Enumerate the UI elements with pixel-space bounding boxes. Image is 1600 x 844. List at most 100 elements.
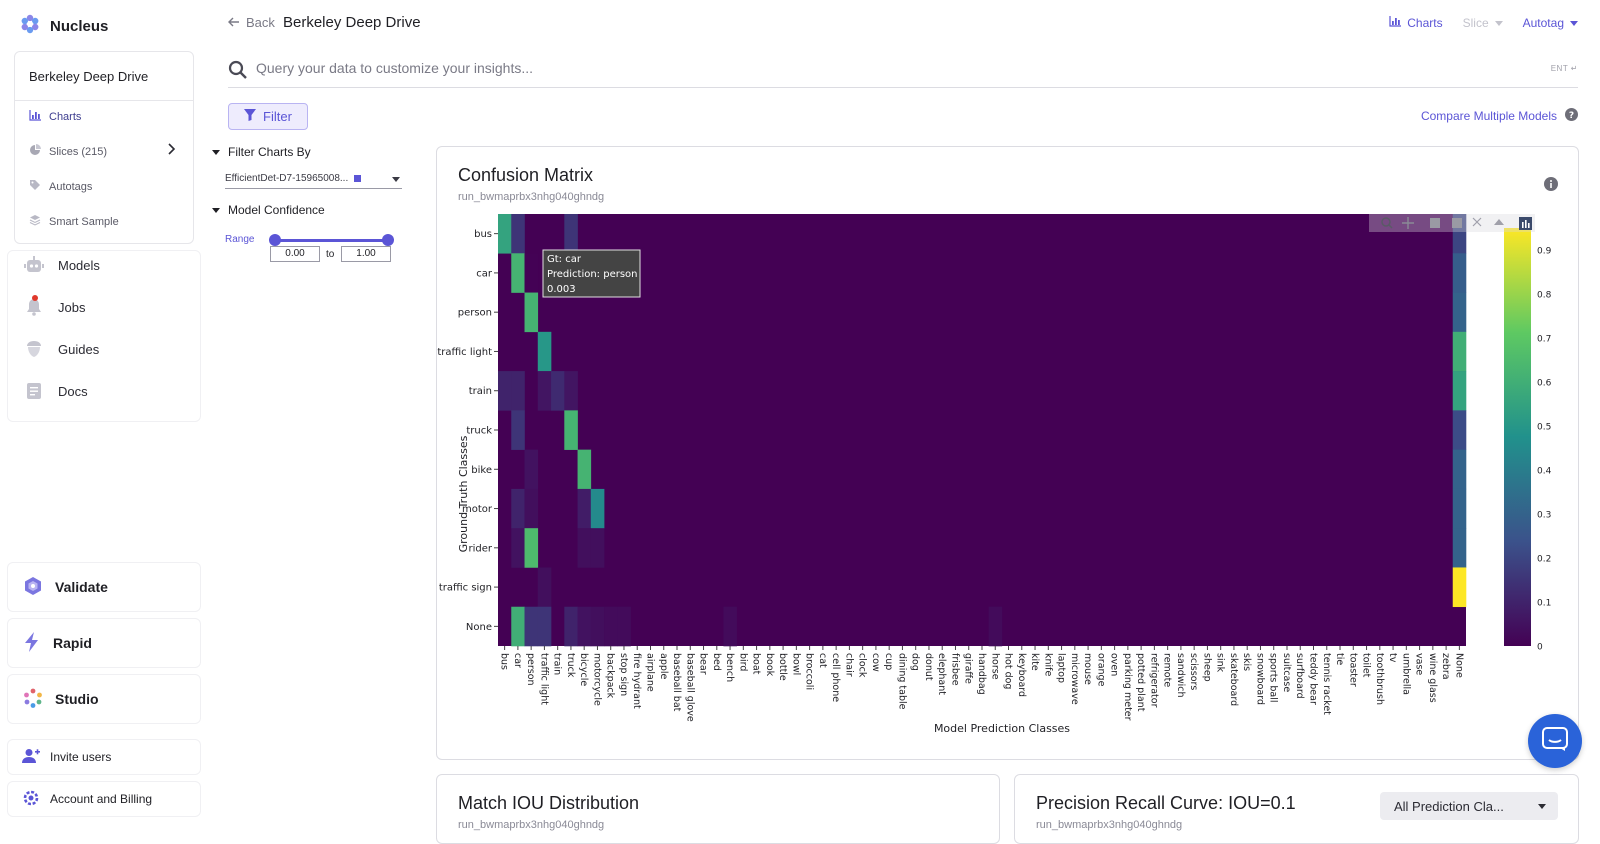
app-label: Studio bbox=[55, 691, 99, 707]
x-tick-label: chair bbox=[843, 653, 854, 677]
nav-item-guides[interactable]: Guides bbox=[24, 339, 99, 359]
heatmap-cell[interactable] bbox=[1452, 449, 1467, 490]
back-button[interactable]: Back bbox=[228, 15, 275, 30]
invite-users-button[interactable]: Invite users bbox=[7, 739, 201, 775]
reset-axes-icon[interactable] bbox=[1494, 219, 1504, 225]
chevron-down-icon bbox=[1570, 20, 1578, 26]
heatmap-cell[interactable] bbox=[498, 214, 512, 254]
chevron-right-icon[interactable] bbox=[166, 142, 176, 161]
autotag-dropdown[interactable]: Autotag bbox=[1523, 16, 1578, 30]
heatmap-cell[interactable] bbox=[524, 606, 539, 647]
heatmap-cell[interactable] bbox=[590, 528, 605, 568]
heatmap-cell[interactable] bbox=[551, 371, 565, 411]
filter-charts-section[interactable]: Filter Charts By bbox=[212, 145, 412, 159]
x-tick-label: refrigerator bbox=[1148, 653, 1159, 708]
heatmap-cell[interactable] bbox=[511, 371, 525, 411]
heatmap-cell[interactable] bbox=[577, 488, 592, 529]
precision-recall-card: Precision Recall Curve: IOU=0.1 run_bwma… bbox=[1014, 774, 1579, 844]
confidence-slider-track[interactable] bbox=[274, 239, 390, 242]
x-tick-label: sports ball bbox=[1268, 653, 1279, 703]
x-tick-label: cow bbox=[870, 653, 881, 672]
app-brand[interactable]: Nucleus bbox=[20, 14, 108, 38]
sidebar-item-label: Smart Sample bbox=[49, 215, 119, 228]
charts-tab[interactable]: Charts bbox=[1389, 16, 1443, 30]
autoscale-icon[interactable] bbox=[1472, 217, 1482, 227]
heatmap-cell[interactable] bbox=[511, 253, 525, 293]
heatmap-cell[interactable] bbox=[590, 488, 605, 529]
model-select[interactable]: EfficientDet-D7-15965008... bbox=[225, 169, 402, 189]
heatmap-cell[interactable] bbox=[723, 606, 737, 647]
account-billing-button[interactable]: Account and Billing bbox=[7, 781, 201, 817]
y-tick-label: bike bbox=[471, 465, 492, 476]
heatmap-cell[interactable] bbox=[988, 606, 1003, 647]
heatmap-cell[interactable] bbox=[498, 371, 512, 411]
app-studio[interactable]: Studio bbox=[7, 674, 201, 724]
heatmap-cell[interactable] bbox=[604, 606, 618, 647]
heatmap-cell[interactable] bbox=[511, 488, 525, 529]
heatmap-cell[interactable] bbox=[1452, 331, 1467, 372]
prediction-class-select[interactable]: All Prediction Cla... bbox=[1380, 792, 1558, 820]
heatmap-cell[interactable] bbox=[564, 214, 578, 254]
heatmap-cell[interactable] bbox=[1452, 410, 1467, 450]
heatmap-cell[interactable] bbox=[511, 214, 525, 254]
slider-handle-min[interactable] bbox=[269, 234, 281, 246]
heatmap-cell[interactable] bbox=[511, 606, 525, 647]
breadcrumb: Berkeley Deep Drive bbox=[283, 14, 421, 31]
info-icon[interactable] bbox=[1544, 177, 1558, 196]
sidebar-item-slices[interactable]: Slices (215) bbox=[29, 144, 107, 159]
app-validate[interactable]: Validate bbox=[7, 562, 201, 612]
heatmap-cell[interactable] bbox=[1452, 371, 1467, 411]
nav-item-models[interactable]: Models bbox=[24, 255, 100, 275]
slider-handle-max[interactable] bbox=[382, 234, 394, 246]
heatmap-cell[interactable] bbox=[590, 606, 605, 647]
heatmap-cell[interactable] bbox=[617, 606, 631, 647]
confidence-section[interactable]: Model Confidence bbox=[212, 203, 325, 217]
y-tick-label: bus bbox=[474, 229, 492, 240]
help-icon[interactable]: ? bbox=[1565, 108, 1578, 124]
sidebar-item-autotags[interactable]: Autotags bbox=[29, 179, 92, 194]
heatmap-cell[interactable] bbox=[577, 449, 592, 490]
heatmap-cell[interactable] bbox=[564, 606, 578, 647]
heatmap-cell[interactable] bbox=[564, 410, 578, 450]
heatmap-cell[interactable] bbox=[524, 253, 539, 293]
app-rapid[interactable]: Rapid bbox=[7, 618, 201, 668]
heatmap-cell[interactable] bbox=[511, 410, 525, 450]
plotly-logo-icon[interactable] bbox=[1519, 217, 1532, 230]
chat-launcher-button[interactable] bbox=[1528, 714, 1582, 768]
heatmap-cell[interactable] bbox=[511, 528, 525, 568]
zoom-icon[interactable] bbox=[1381, 217, 1393, 229]
chart-title: Confusion Matrix bbox=[458, 165, 594, 185]
sidebar-item-smart-sample[interactable]: Smart Sample bbox=[29, 214, 119, 229]
heatmap-cell[interactable] bbox=[524, 449, 539, 490]
heatmap-cell[interactable] bbox=[1452, 253, 1467, 293]
heatmap-cell[interactable] bbox=[1452, 528, 1467, 568]
heatmap-cell[interactable] bbox=[537, 331, 552, 372]
dataset-card: Berkeley Deep Drive Charts Slices (215) … bbox=[14, 51, 194, 244]
heatmap-cell[interactable] bbox=[577, 528, 592, 568]
x-tick-label: dining table bbox=[896, 653, 907, 710]
heatmap-cell[interactable] bbox=[564, 371, 578, 411]
zoom-out-icon[interactable] bbox=[1452, 218, 1462, 228]
zoom-in-icon[interactable] bbox=[1430, 218, 1440, 228]
heatmap-cell[interactable] bbox=[537, 371, 552, 411]
range-max-input[interactable]: 1.00 bbox=[341, 246, 391, 262]
dataset-title[interactable]: Berkeley Deep Drive bbox=[29, 69, 149, 84]
heatmap-cell[interactable] bbox=[577, 606, 592, 647]
heatmap-cell[interactable] bbox=[1452, 292, 1467, 333]
pan-icon[interactable] bbox=[1402, 217, 1414, 229]
range-min-input[interactable]: 0.00 bbox=[270, 246, 320, 262]
compare-models-link[interactable]: Compare Multiple Models ? bbox=[1421, 108, 1578, 124]
nav-item-docs[interactable]: Docs bbox=[24, 381, 88, 401]
heatmap-cell[interactable] bbox=[1452, 567, 1467, 608]
heatmap-cell[interactable] bbox=[524, 528, 539, 568]
heatmap-cell[interactable] bbox=[537, 606, 552, 647]
heatmap-cell[interactable] bbox=[524, 292, 539, 333]
sidebar-item-charts[interactable]: Charts bbox=[29, 110, 81, 124]
filter-button[interactable]: Filter bbox=[228, 103, 308, 130]
heatmap-cell[interactable] bbox=[537, 567, 552, 608]
slice-dropdown[interactable]: Slice bbox=[1463, 16, 1503, 30]
heatmap-cell[interactable] bbox=[1452, 488, 1467, 529]
search-input[interactable] bbox=[256, 60, 1456, 76]
heatmap-cell[interactable] bbox=[524, 488, 539, 529]
nav-item-jobs[interactable]: Jobs bbox=[24, 297, 85, 317]
